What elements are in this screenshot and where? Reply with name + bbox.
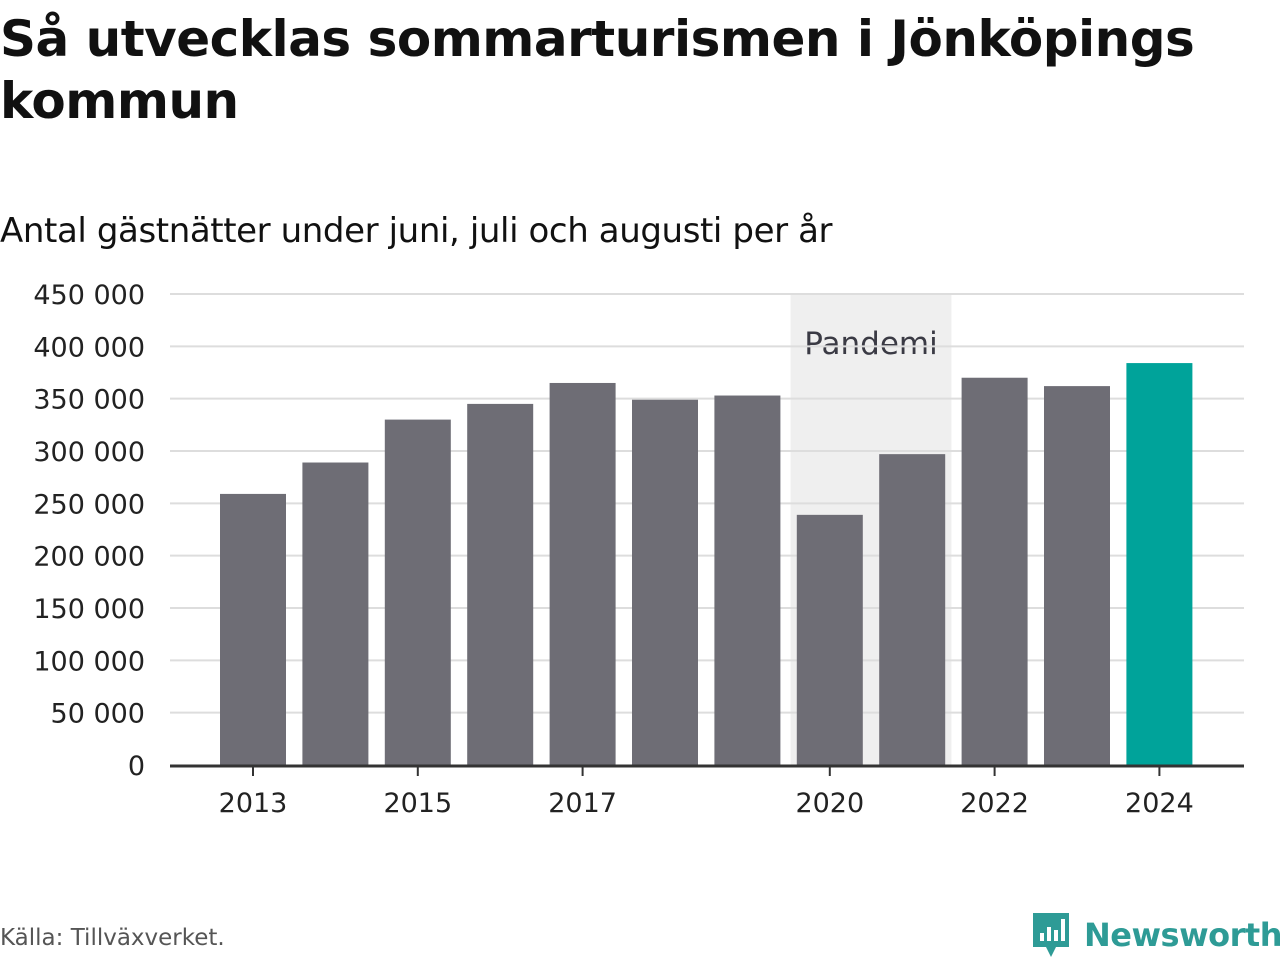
bar-2022 <box>961 377 1028 765</box>
y-tick-label: 150 000 <box>33 594 145 625</box>
bar-layer <box>220 363 1193 765</box>
newsworthy-logo-icon <box>1033 913 1069 957</box>
x-tick-label: 2015 <box>383 788 452 819</box>
y-tick-label: 100 000 <box>33 646 145 677</box>
y-tick-label: 450 000 <box>33 280 145 311</box>
bar-2016 <box>467 403 534 765</box>
x-tick-label: 2013 <box>219 788 288 819</box>
bar-2019 <box>714 395 781 765</box>
annotation-label: Pandemi <box>804 326 938 362</box>
x-tick-label: 2024 <box>1125 788 1194 819</box>
bar-2017 <box>549 382 616 765</box>
bar-2020 <box>796 514 863 765</box>
y-tick-label: 200 000 <box>33 542 145 573</box>
bar-2014 <box>302 462 369 765</box>
source-note: Källa: Tillväxverket. <box>0 925 225 951</box>
y-tick-label: 350 000 <box>33 385 145 416</box>
bar-2021 <box>879 454 946 765</box>
y-tick-label: 250 000 <box>33 489 145 520</box>
bar-2023 <box>1044 386 1110 765</box>
x-tick-label: 2020 <box>795 788 864 819</box>
newsworthy-logo[interactable]: Newsworthy <box>1030 910 1280 960</box>
x-tick-label: 2022 <box>960 788 1029 819</box>
bar-2013 <box>220 493 286 765</box>
chart-title: Så utvecklas sommarturismen i Jönköpings… <box>0 10 1195 130</box>
y-tick-label: 0 <box>128 751 145 782</box>
logo-text: Newsworthy <box>1084 916 1280 954</box>
bar-2018 <box>632 399 698 765</box>
bar-2015 <box>384 419 451 765</box>
chart-subtitle: Antal gästnätter under juni, juli och au… <box>0 211 833 251</box>
y-tick-label: 400 000 <box>33 332 145 363</box>
x-tick-label: 2017 <box>548 788 617 819</box>
y-tick-label: 50 000 <box>51 699 145 730</box>
bar-2024 <box>1126 363 1193 765</box>
axis-layer: 0 50 000 100 000 150 000 200 000 250 000 300 0… <box>33 280 1244 819</box>
y-tick-label: 300 000 <box>33 437 145 468</box>
bar-chart: Pandemi 0 50 000 100 000 150 000 200 000 250 … <box>33 280 1244 819</box>
